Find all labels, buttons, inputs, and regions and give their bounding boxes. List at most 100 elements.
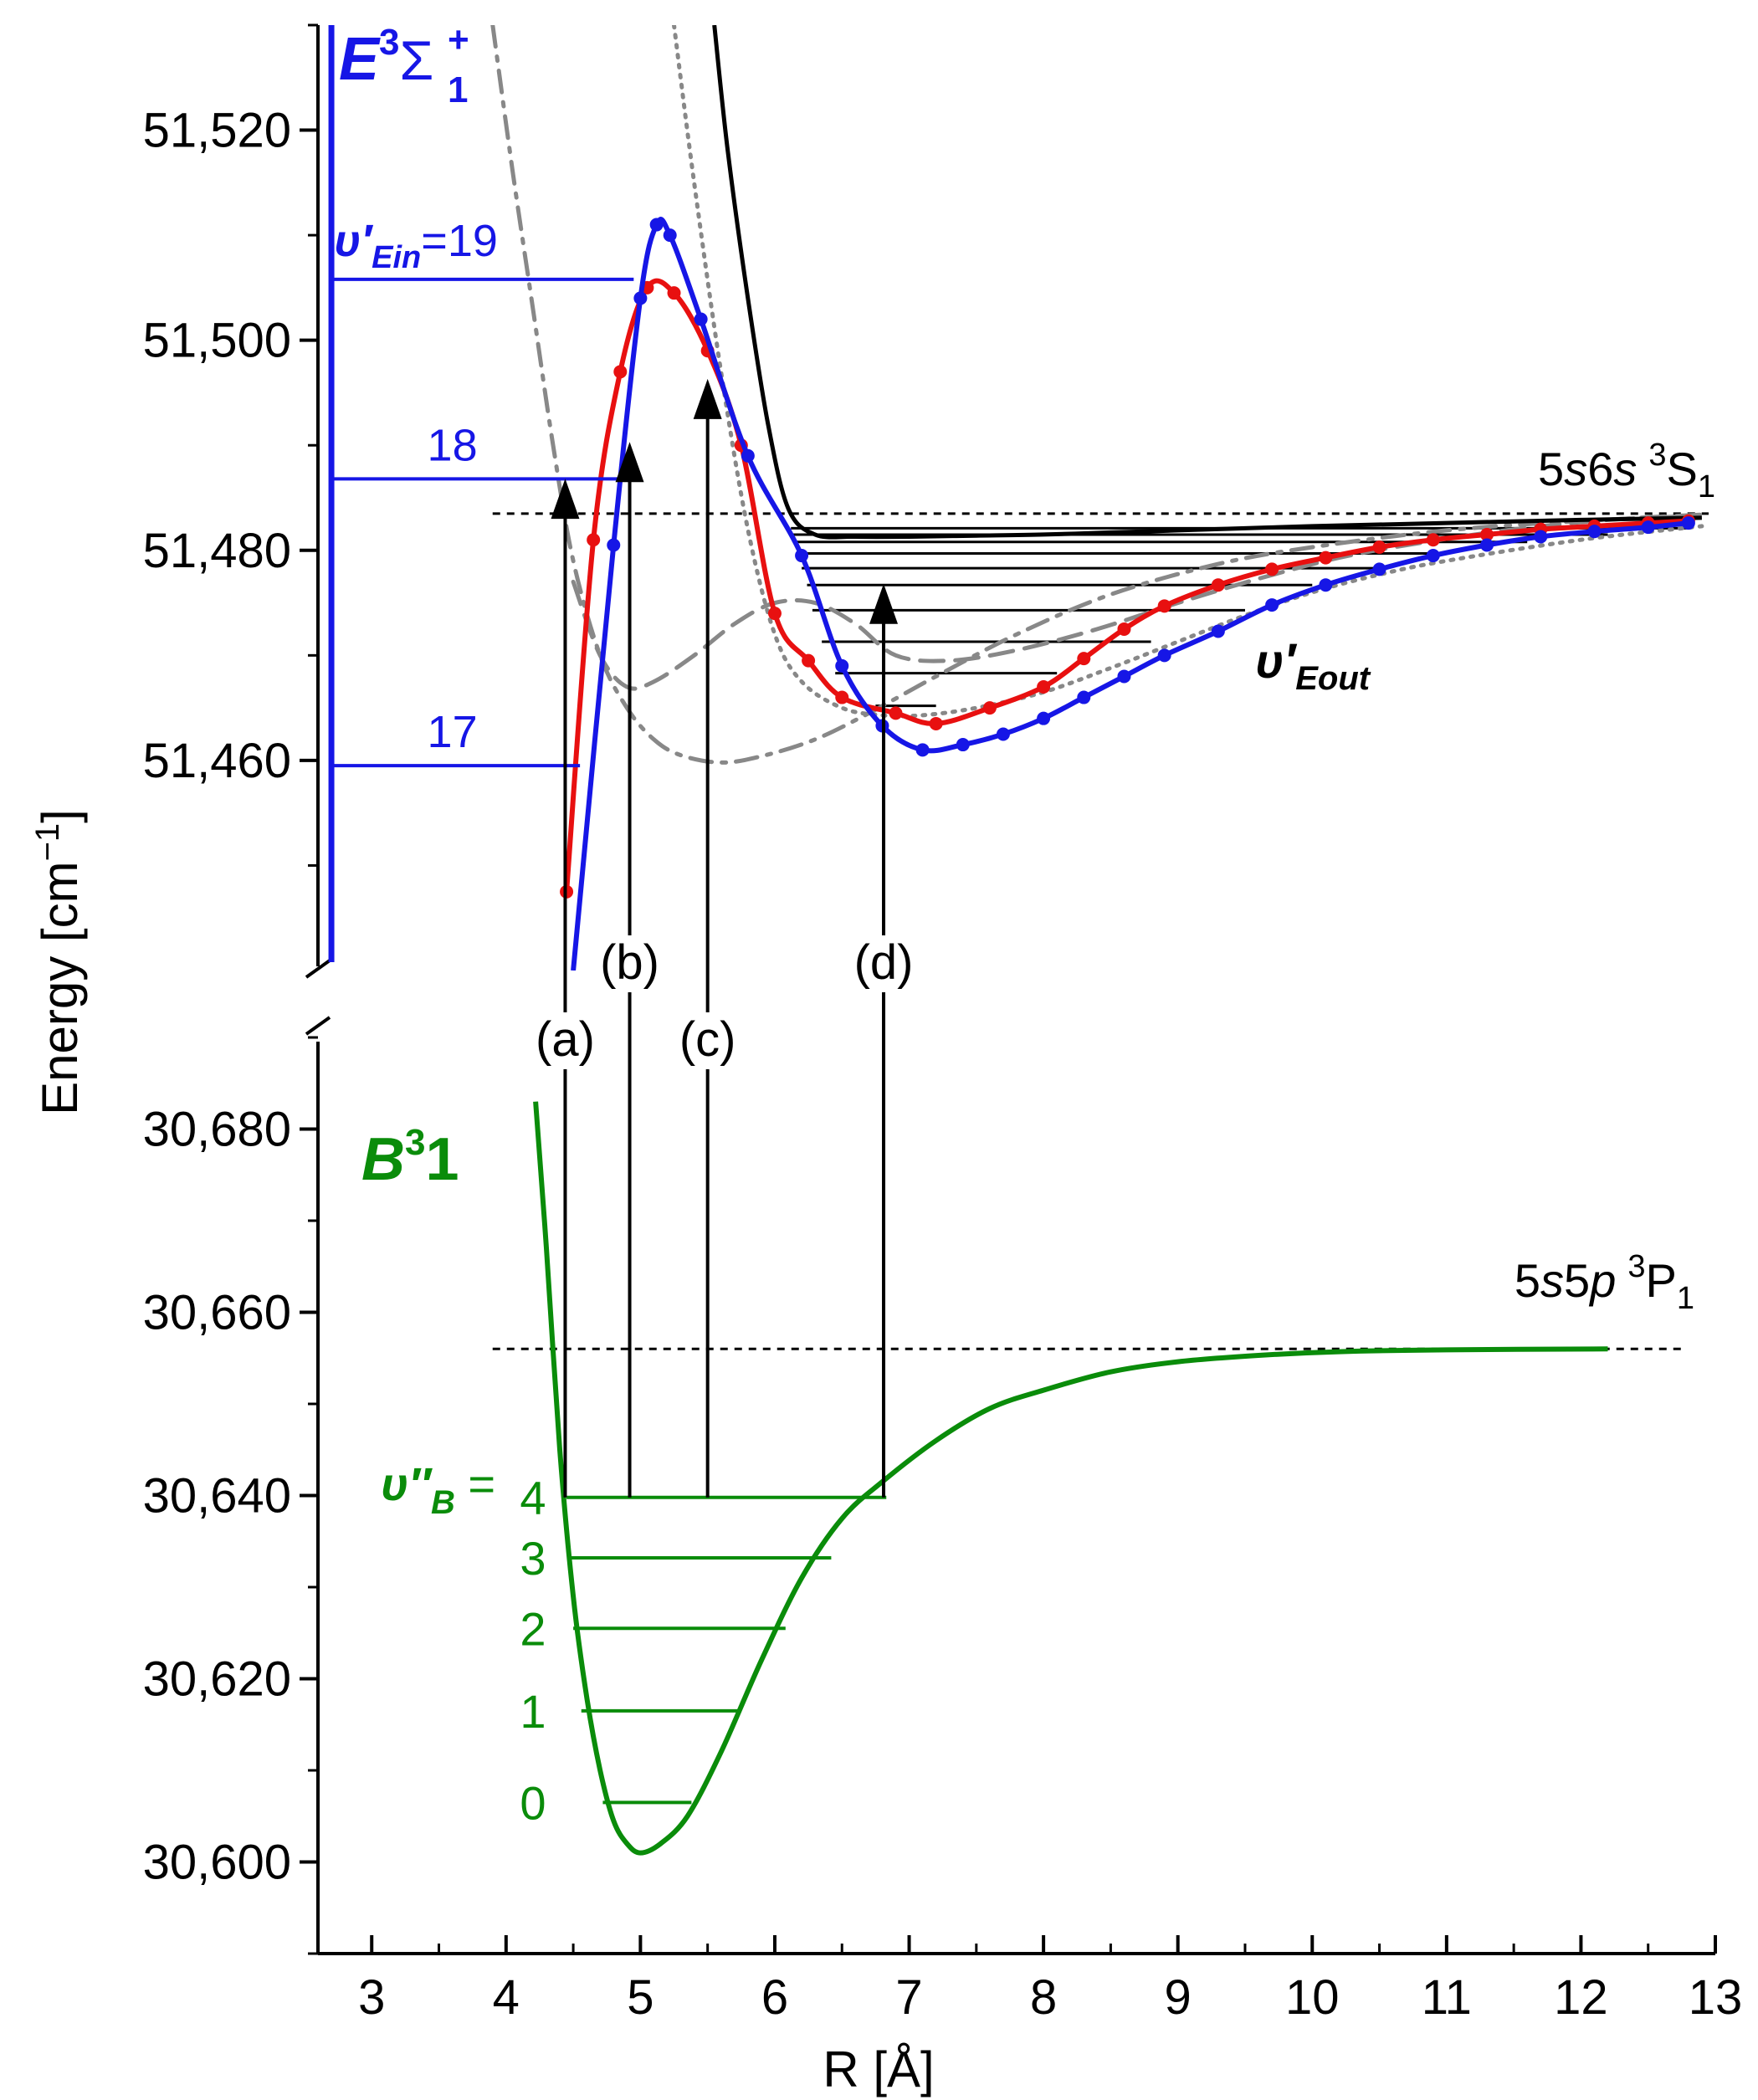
red-data-point [613,365,628,379]
x-tick-label: 3 [358,1970,385,2025]
blue-data-point [1077,690,1091,704]
blue-data-point [835,658,849,673]
blue-data-point [649,218,664,232]
y-axis-title: Energy [cm−1] [29,809,88,1115]
transition-arrowhead [551,479,580,520]
lower-state-label: B31 [361,1122,459,1193]
blue-data-point [1681,516,1695,530]
plot-area: 3 4 5 6 7 8 9 10 11 12 1351,46051,48051,50051,5203… [143,23,1742,2025]
blue-data-point [996,727,1010,741]
transition-label-bg [667,1012,748,1069]
y-tick-label-lower: 30,600 [143,1836,291,1890]
transition-label-bg [589,935,670,992]
blue-data-point [607,538,621,552]
upper-state-label: E3Σ + 1 [339,19,469,110]
red-data-point [767,607,782,621]
blue-data-point [795,549,809,563]
red-data-point [1037,680,1051,694]
blue-data-point [1641,520,1655,535]
y-tick-label-lower: 30,640 [143,1469,291,1524]
asymptote-lower-label: 5s5p 3P1 [1515,1249,1694,1316]
blue-data-point [1037,711,1051,725]
blue-data-point [663,228,677,243]
red-data-point [667,286,681,300]
black-potential-curve [712,25,1702,540]
transition-arrowhead [693,378,722,419]
gray-potential-curve [490,25,1704,765]
y-tick-label-upper: 51,520 [143,104,291,158]
blue-data-point [1157,648,1171,663]
blue-data-point [1372,562,1386,576]
transition-label-bg [843,935,925,992]
red-data-point [982,701,997,715]
lower-vib-label: 4 [520,1472,546,1524]
upper-state-omega: 1 [448,69,468,110]
vib-label-lower: υ″B = [381,1457,495,1521]
y-tick-label-upper: 51,500 [143,314,291,368]
red-data-point [1211,578,1225,592]
asymptote-upper-label: 5s6s 3S1 [1538,438,1715,505]
inner-vib-label: 17 [428,707,478,757]
blue-data-point [694,312,708,326]
gray-potential-curve [672,25,1704,719]
inner-vib-label: 18 [428,420,478,470]
blue-data-point [1211,624,1225,638]
red-data-point [1319,551,1333,565]
lower-state-omega: 1 [425,1126,459,1193]
svg-text:E3Σ: E3Σ [339,22,433,93]
red-data-point [929,716,943,730]
transition-label: (d) [854,935,914,990]
y-tick-label-lower: 30,660 [143,1286,291,1340]
lower-vib-label: 1 [520,1685,546,1738]
upper-state-plus: + [448,19,469,60]
red-data-point [1077,652,1091,666]
lower-vib-label: 3 [520,1532,546,1585]
blue-data-point [1534,530,1548,544]
red-potential-curve [564,278,1689,893]
blue-data-point [1480,538,1494,552]
lower-state-letter: B [361,1126,405,1193]
y-axis-label: Energy [cm [32,861,88,1114]
x-tick-label: 10 [1285,1970,1340,2025]
inner-vib-label: υ′Ein=19 [334,216,498,275]
x-tick-label: 7 [895,1970,922,2025]
transition-label: (a) [536,1012,595,1067]
red-data-point [1426,533,1440,547]
blue-data-point [915,743,930,757]
svg-text:υ′Eout: υ′Eout [1255,634,1371,697]
transition-label: (b) [600,935,659,990]
lower-potential-curve [533,1101,1608,1856]
red-data-point [835,690,849,704]
upper-state-sigma: Σ [400,29,434,91]
red-data-point [1117,622,1131,636]
y-axis-label-sup: −1 [29,823,66,862]
x-tick-label: 12 [1554,1970,1608,2025]
transition-arrowhead [869,583,899,624]
blue-data-point [956,738,970,752]
blue-potential-curve [571,217,1689,971]
y-tick-label-lower: 30,620 [143,1652,291,1707]
outer-levels-label: υ′Eout [1255,634,1371,697]
upper-state-letter: E [339,26,381,93]
x-tick-label: 8 [1030,1970,1057,2025]
transition-label-bg [525,1012,606,1069]
lower-state-multiplicity: 3 [405,1122,425,1163]
blue-data-point [633,291,648,305]
axis-break-mark-lower [305,1016,331,1036]
lower-vib-label: 2 [520,1602,546,1655]
x-tick-label: 5 [627,1970,653,2025]
y-axis-label-end: ] [32,809,88,823]
red-data-point [889,706,903,720]
svg-text:Energy [cm−1]: Energy [cm−1] [29,809,88,1115]
transition-label: (c) [679,1012,736,1067]
red-data-point [1265,562,1279,576]
svg-text:υ″B =: υ″B = [381,1457,495,1521]
blue-data-point [1319,578,1333,592]
x-tick-label: 6 [761,1970,788,2025]
x-axis-title: R [Å] [823,2041,934,2097]
blue-data-point [1117,669,1131,684]
x-tick-label: 11 [1422,1970,1472,2025]
